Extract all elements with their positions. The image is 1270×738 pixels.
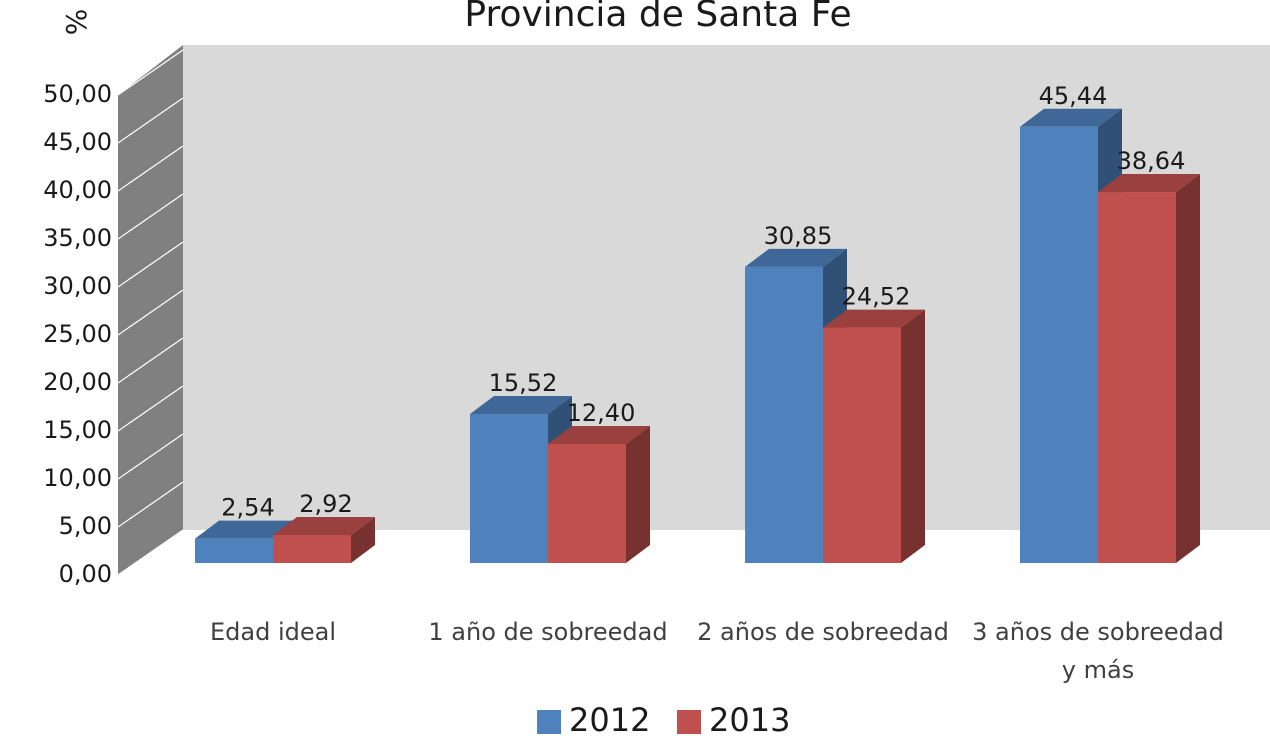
y-tick-label: 10,00 bbox=[43, 464, 112, 492]
grid-line bbox=[117, 145, 184, 192]
x-tick-label: 3 años de sobreedad y más bbox=[972, 618, 1224, 684]
bar-side bbox=[1176, 174, 1200, 563]
bar bbox=[195, 538, 273, 563]
bar bbox=[823, 327, 901, 563]
side-wall bbox=[118, 45, 183, 575]
bar-side bbox=[901, 309, 925, 563]
y-tick-label: 20,00 bbox=[43, 368, 112, 396]
back-wall bbox=[183, 45, 1270, 530]
value-label: 24,52 bbox=[842, 283, 911, 311]
bar-top bbox=[195, 520, 297, 539]
legend-swatch bbox=[537, 710, 561, 734]
grid-line bbox=[117, 481, 184, 528]
bar-side bbox=[351, 516, 375, 563]
y-tick-label: 30,00 bbox=[43, 272, 112, 300]
value-label: 45,44 bbox=[1039, 82, 1108, 110]
legend-swatch bbox=[677, 710, 701, 734]
bar-top bbox=[273, 516, 375, 535]
grid-line bbox=[117, 241, 184, 288]
chart-title: Provincia de Santa Fe bbox=[464, 0, 851, 35]
y-axis-label: % bbox=[60, 9, 93, 36]
grid-line bbox=[117, 97, 184, 144]
grid-line bbox=[117, 433, 184, 480]
value-label: 2,92 bbox=[299, 490, 352, 518]
y-tick-label: 5,00 bbox=[59, 512, 112, 540]
grid-line bbox=[117, 49, 184, 96]
y-tick-label: 45,00 bbox=[43, 128, 112, 156]
bar bbox=[548, 443, 626, 563]
value-label: 30,85 bbox=[764, 222, 833, 250]
grid-line bbox=[117, 289, 184, 336]
value-label: 15,52 bbox=[489, 369, 558, 397]
y-tick-label: 35,00 bbox=[43, 224, 112, 252]
y-tick-label: 25,00 bbox=[43, 320, 112, 348]
bar-top bbox=[470, 396, 572, 415]
bar-side bbox=[626, 425, 650, 563]
legend-label: 2012 bbox=[569, 701, 650, 738]
grid-line bbox=[117, 193, 184, 240]
bar-top bbox=[548, 425, 650, 444]
bar bbox=[745, 266, 823, 563]
bar-top bbox=[1020, 108, 1122, 127]
y-tick-label: 15,00 bbox=[43, 416, 112, 444]
legend-label: 2013 bbox=[709, 701, 790, 738]
x-tick-label: Edad ideal bbox=[209, 618, 336, 646]
y-tick-label: 40,00 bbox=[43, 176, 112, 204]
grid-line bbox=[117, 385, 184, 432]
y-tick-label: 0,00 bbox=[59, 560, 112, 588]
bar-top bbox=[823, 309, 925, 328]
bar bbox=[273, 534, 351, 563]
bar bbox=[470, 414, 548, 563]
bar-top bbox=[1098, 174, 1200, 193]
bar bbox=[1098, 192, 1176, 563]
x-tick-label: 1 año de sobreedad bbox=[428, 618, 668, 646]
bar-top bbox=[745, 248, 847, 267]
value-label: 38,64 bbox=[1117, 147, 1186, 175]
bar bbox=[1020, 126, 1098, 563]
grid-line bbox=[117, 529, 184, 576]
value-label: 2,54 bbox=[221, 494, 274, 522]
value-label: 12,40 bbox=[567, 399, 636, 427]
grid-line bbox=[117, 337, 184, 384]
y-tick-label: 50,00 bbox=[43, 80, 112, 108]
x-tick-label: 2 años de sobreedad bbox=[697, 618, 949, 646]
